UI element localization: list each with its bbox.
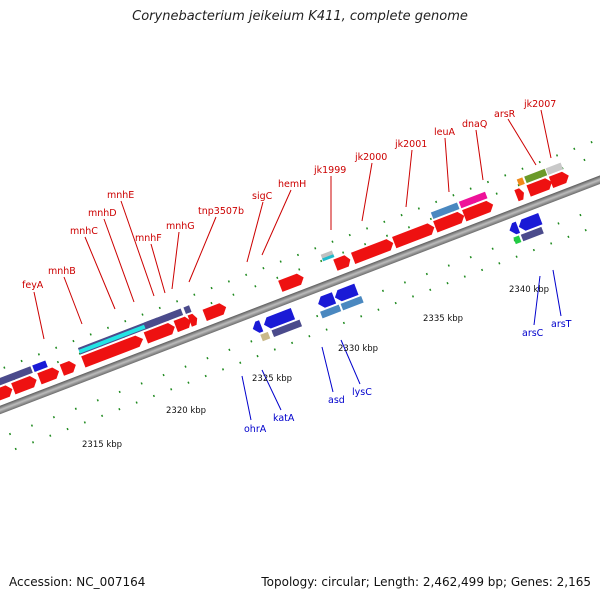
feature-olive: [524, 168, 548, 184]
genome-backbone: [0, 162, 600, 429]
forward-features: [0, 162, 564, 386]
gene-arrow-hemH: [278, 273, 304, 292]
genome-summary-text: Topology: circular; Length: 2,462,499 bp…: [261, 575, 591, 589]
feature-katA: [271, 319, 303, 337]
gene-arrow-ohrA: [263, 308, 296, 329]
kbp-labels: 2315 kbp 2320 kbp 2325 kbp 2330 kbp 2335…: [82, 285, 549, 450]
kbp-label: 2325 kbp: [252, 374, 292, 384]
gene-arrow-fwd: [11, 376, 37, 395]
feature-cyan: [78, 324, 146, 354]
gene-arrow-asd: [334, 283, 359, 302]
gene-arrow-rev: [318, 292, 337, 308]
gene-label: dnaQ: [462, 119, 487, 130]
outer-tick-row-top: [0, 137, 600, 376]
gene-arrow-arsT: [518, 213, 543, 231]
kbp-label: 2335 kbp: [423, 314, 463, 324]
feature-steelblue: [320, 304, 342, 319]
gene-arrow-fwd: [59, 361, 76, 376]
gene-arrow-mnhG: [187, 313, 198, 327]
accession-text: Accession: NC_007164: [9, 575, 146, 589]
gene-arrow-leuA: [433, 211, 465, 233]
gene-arrow-mnhE: [173, 316, 191, 333]
feature-purple: [183, 305, 192, 314]
gene-label: jk2001: [394, 139, 427, 150]
bottom-labels: [241, 269, 562, 421]
gene-label: mnhB: [48, 266, 76, 277]
gene-arrow-mnhC: [143, 323, 175, 344]
gene-label: mnhC: [70, 226, 98, 237]
gene-label: feyA: [22, 280, 44, 291]
feature-purple: [144, 317, 160, 330]
gene-arrow-fwd: [548, 171, 569, 189]
feature-cyan: [322, 254, 335, 262]
gene-arrow-tnp3507b: [202, 303, 227, 321]
gene-label: hemH: [278, 179, 306, 190]
gene-arrow-fwd: [37, 367, 60, 385]
gene-arrow-arsR: [514, 188, 524, 202]
feature-green: [513, 235, 522, 245]
gene-label: jk2007: [523, 99, 556, 110]
gene-arrow-jk1999: [333, 255, 351, 271]
feature-lysC: [340, 296, 364, 311]
ruler-row-top: [0, 150, 600, 389]
feature-tan: [260, 331, 271, 342]
gene-arrow-jk2000: [350, 239, 394, 264]
gene-label: leuA: [434, 127, 456, 138]
gene-arrow-arsC: [509, 221, 521, 235]
gene-arrow-dnaQ: [462, 200, 494, 222]
gene-label: asd: [328, 395, 345, 406]
feature-blue: [32, 360, 48, 373]
feature-steelblue: [430, 202, 460, 220]
reverse-genes: [252, 213, 543, 333]
bottom-label-texts: ohrA katA asd lysC arsC arsT: [244, 319, 572, 435]
feature-magenta: [458, 191, 488, 209]
ruler-row-bottom: [8, 196, 600, 436]
top-label-texts: feyA mnhB mnhC mnhD mnhE mnhF mnhG tnp35…: [22, 99, 556, 291]
gene-label: mnhF: [135, 233, 162, 244]
feature-purple: [520, 226, 544, 242]
gene-label: mnhE: [107, 190, 134, 201]
kbp-label: 2330 kbp: [338, 344, 378, 354]
gene-arrow-jk2001: [392, 223, 435, 249]
gene-label: mnhG: [166, 221, 195, 232]
gene-label: mnhD: [88, 208, 117, 219]
gene-label: ohrA: [244, 424, 267, 435]
gene-label: tnp3507b: [198, 206, 244, 217]
kbp-label: 2315 kbp: [82, 440, 122, 450]
gene-label: jk1999: [313, 165, 346, 176]
feature-grey: [545, 162, 564, 175]
map-title: Corynebacterium jeikeium K411, complete …: [132, 9, 468, 24]
gene-label: arsR: [494, 109, 516, 120]
gene-label: sigC: [252, 191, 273, 202]
reverse-features: [260, 226, 544, 342]
forward-genes: [0, 171, 569, 403]
gene-label: arsT: [551, 319, 572, 330]
kbp-label: 2340 kbp: [509, 285, 549, 295]
gene-arrow-mnhA: [81, 335, 144, 368]
genome-track-group: [0, 137, 600, 451]
gene-arrow-fwd: [0, 385, 13, 403]
gene-arrow-jk2007: [526, 178, 552, 197]
feature-orange: [516, 177, 525, 187]
gene-label: arsC: [522, 328, 544, 339]
gene-label: lysC: [352, 387, 372, 398]
gene-arrow-rev: [252, 320, 264, 333]
gene-label: jk2000: [354, 152, 387, 163]
outer-tick-row-bottom: [14, 211, 600, 451]
feature-purple: [0, 366, 33, 386]
top-labels: [33, 109, 552, 340]
gene-label: katA: [273, 413, 295, 424]
kbp-label: 2320 kbp: [166, 406, 206, 416]
